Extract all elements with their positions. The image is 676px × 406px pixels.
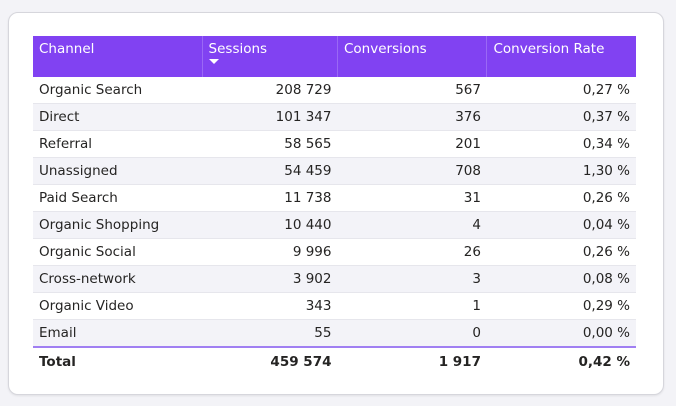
cell-rate: 0,37 %	[486, 103, 636, 131]
cell-channel: Paid Search	[33, 184, 203, 212]
column-header-conversion-rate[interactable]: Conversion Rate	[486, 36, 636, 77]
table-row[interactable]: Organic Video 343 1 0,29 %	[33, 292, 636, 320]
cell-channel: Cross-network	[33, 265, 203, 293]
cell-conversions: 1	[337, 292, 487, 320]
cell-sessions: 343	[202, 292, 338, 320]
cell-sessions: 101 347	[202, 103, 338, 131]
cell-sessions: 55	[202, 319, 338, 348]
cell-rate: 0,04 %	[486, 211, 636, 239]
total-sessions: 459 574	[202, 346, 338, 376]
cell-channel: Email	[33, 319, 203, 348]
column-header-conversions[interactable]: Conversions	[337, 36, 488, 77]
cell-conversions: 31	[337, 184, 487, 212]
total-row: Total 459 574 1 917 0,42 %	[33, 346, 636, 376]
cell-rate: 0,34 %	[486, 130, 636, 158]
table-visual-card: Channel Sessions Conversions Conversion …	[8, 12, 664, 395]
column-header-channel[interactable]: Channel	[33, 36, 203, 77]
cell-channel: Organic Social	[33, 238, 203, 266]
total-label: Total	[33, 346, 203, 376]
cell-conversions: 567	[337, 77, 487, 104]
table-row[interactable]: Paid Search 11 738 31 0,26 %	[33, 184, 636, 212]
cell-rate: 0,08 %	[486, 265, 636, 293]
cell-sessions: 208 729	[202, 77, 338, 104]
cell-rate: 0,26 %	[486, 184, 636, 212]
cell-rate: 0,29 %	[486, 292, 636, 320]
table-row[interactable]: Direct 101 347 376 0,37 %	[33, 103, 636, 131]
table-row[interactable]: Referral 58 565 201 0,34 %	[33, 130, 636, 158]
cell-rate: 0,00 %	[486, 319, 636, 348]
cell-channel: Organic Search	[33, 77, 203, 104]
cell-conversions: 201	[337, 130, 487, 158]
header-row: Channel Sessions Conversions Conversion …	[33, 36, 636, 77]
cell-rate: 1,30 %	[486, 157, 636, 185]
cell-sessions: 11 738	[202, 184, 338, 212]
cell-channel: Organic Video	[33, 292, 203, 320]
table-row[interactable]: Organic Shopping 10 440 4 0,04 %	[33, 211, 636, 239]
sort-descending-icon	[208, 59, 219, 64]
channel-table: Channel Sessions Conversions Conversion …	[33, 36, 636, 376]
cell-channel: Unassigned	[33, 157, 203, 185]
total-rate: 0,42 %	[486, 346, 636, 376]
cell-conversions: 26	[337, 238, 487, 266]
cell-sessions: 54 459	[202, 157, 338, 185]
cell-rate: 0,26 %	[486, 238, 636, 266]
table-row[interactable]: Organic Social 9 996 26 0,26 %	[33, 238, 636, 266]
table-row[interactable]: Unassigned 54 459 708 1,30 %	[33, 157, 636, 185]
table-row[interactable]: Email 55 0 0,00 %	[33, 319, 636, 348]
cell-conversions: 0	[337, 319, 487, 348]
cell-conversions: 376	[337, 103, 487, 131]
cell-sessions: 58 565	[202, 130, 338, 158]
column-header-label: Sessions	[208, 41, 268, 57]
cell-rate: 0,27 %	[486, 77, 636, 104]
cell-conversions: 4	[337, 211, 487, 239]
cell-channel: Referral	[33, 130, 203, 158]
cell-sessions: 9 996	[202, 238, 338, 266]
cell-channel: Direct	[33, 103, 203, 131]
cell-channel: Organic Shopping	[33, 211, 203, 239]
cell-conversions: 3	[337, 265, 487, 293]
total-conversions: 1 917	[337, 346, 487, 376]
cell-sessions: 10 440	[202, 211, 338, 239]
table-row[interactable]: Cross-network 3 902 3 0,08 %	[33, 265, 636, 293]
cell-conversions: 708	[337, 157, 487, 185]
cell-sessions: 3 902	[202, 265, 338, 293]
table-row[interactable]: Organic Search 208 729 567 0,27 %	[33, 77, 636, 104]
column-header-sessions[interactable]: Sessions	[202, 36, 338, 77]
